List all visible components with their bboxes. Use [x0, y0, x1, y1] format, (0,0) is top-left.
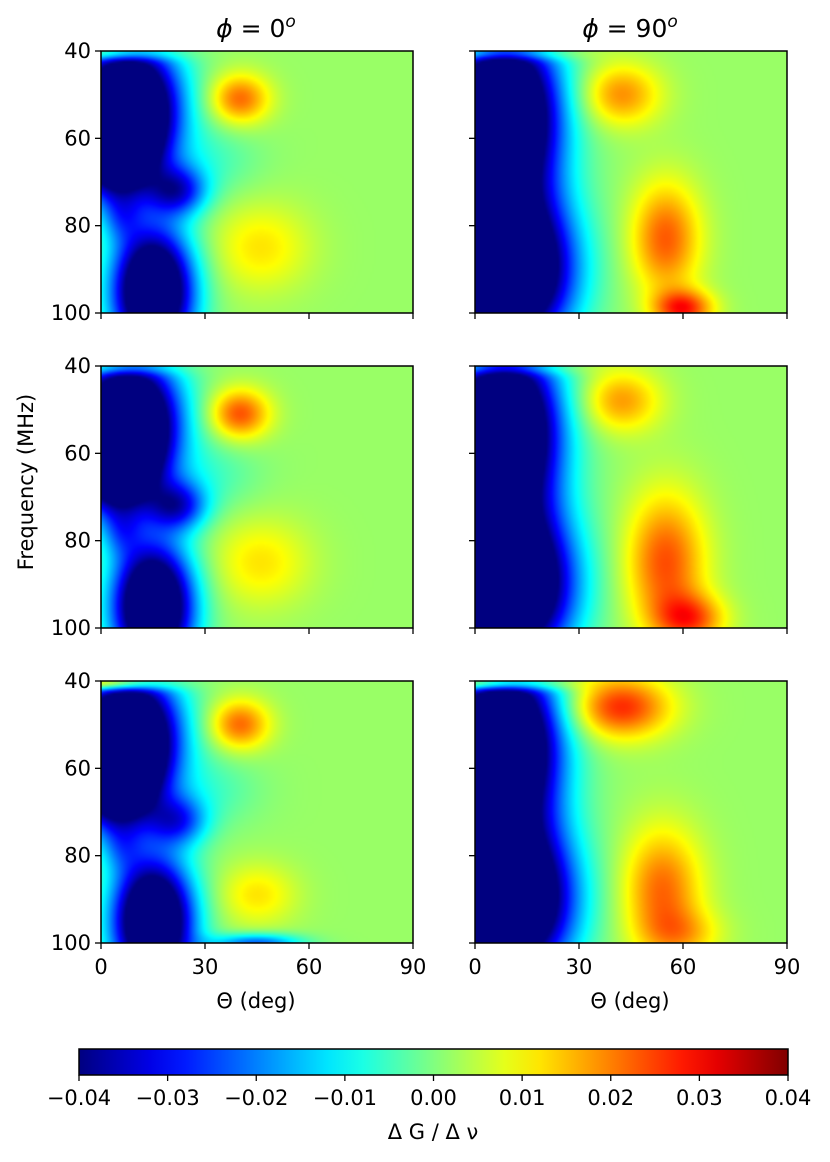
heatmap-image: [101, 51, 413, 313]
colorbar-tick-label: 0.03: [676, 1086, 723, 1110]
x-tick-label: 0: [468, 955, 481, 979]
x-tick-label: 90: [400, 955, 427, 979]
x-tick-label: 60: [670, 955, 697, 979]
x-axis-label-left: Θ (deg): [216, 989, 295, 1013]
x-axis-label-right: Θ (deg): [590, 989, 669, 1013]
y-tick-label: 80: [64, 214, 91, 238]
y-tick-label: 100: [51, 616, 91, 640]
y-tick-label: 80: [64, 844, 91, 868]
y-tick-label: 100: [51, 301, 91, 325]
heatmap-panel-r1-c2: [469, 50, 788, 319]
heatmap-panel-r1-c1: 40 60 80 100: [51, 39, 414, 325]
heatmap-panel-r3-c2: 0 30 60 90: [468, 680, 801, 979]
colorbar-tick-label: 0.01: [499, 1086, 546, 1110]
plot-frame: [474, 50, 788, 314]
heatmap-panel-r3-c1: 0 30 60 90 40 60 80 100: [51, 669, 426, 979]
y-tick-label: 60: [64, 441, 91, 465]
colorbar-gradient: [79, 1049, 788, 1075]
x-tick-label: 30: [566, 955, 593, 979]
colorbar-tick-label: −0.03: [135, 1086, 199, 1110]
x-tick-label: 30: [192, 955, 219, 979]
plot-frame: [100, 680, 414, 944]
heatmap-image: [101, 681, 413, 943]
heatmap-image: [475, 681, 787, 943]
plot-frame: [100, 50, 414, 314]
colorbar: [78, 1048, 789, 1076]
plot-frame: [474, 365, 788, 629]
heatmap-image: [475, 51, 787, 313]
y-tick-label: 40: [64, 669, 91, 693]
y-tick-label: 60: [64, 126, 91, 150]
column-title-right: ϕ = 90o: [582, 12, 678, 43]
heatmap-image: [475, 366, 787, 628]
colorbar-tick-label: −0.02: [224, 1086, 288, 1110]
y-tick-label: 60: [64, 756, 91, 780]
x-tick-label: 0: [94, 955, 107, 979]
colorbar-tick-label: −0.01: [313, 1086, 377, 1110]
x-tick-label: 60: [296, 955, 323, 979]
plot-frame: [474, 680, 788, 944]
colorbar-ticks: −0.04 −0.03 −0.02 −0.01 0.00 0.01 0.02 0.03 0.04: [47, 1075, 812, 1110]
y-axis-label: Frequency (MHz): [14, 394, 38, 570]
column-title-left: ϕ = 0o: [216, 12, 296, 43]
y-tick-label: 40: [64, 39, 91, 63]
y-tick-label: 100: [51, 931, 91, 955]
heatmap-panel-r2-c2: [469, 365, 788, 634]
heatmap-image: [101, 366, 413, 628]
colorbar-label: Δ G / Δ ν: [388, 1120, 479, 1144]
heatmap-panel-r2-c1: 40 60 80 100: [51, 354, 414, 640]
y-tick-label: 80: [64, 529, 91, 553]
colorbar-tick-label: 0.02: [587, 1086, 634, 1110]
plot-frame: [100, 365, 414, 629]
colorbar-tick-label: 0.04: [765, 1086, 812, 1110]
x-tick-label: 90: [774, 955, 801, 979]
y-tick-label: 40: [64, 354, 91, 378]
colorbar-tick-label: −0.04: [47, 1086, 111, 1110]
colorbar-tick-label: 0.00: [410, 1086, 457, 1110]
